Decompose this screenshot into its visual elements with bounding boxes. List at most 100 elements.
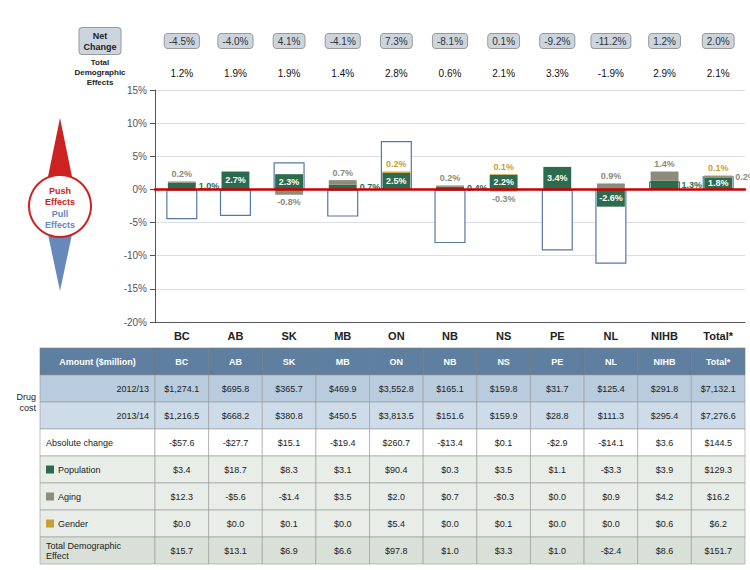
svg-text:2.8%: 2.8% bbox=[385, 68, 408, 79]
svg-text:$668.2: $668.2 bbox=[222, 411, 250, 421]
svg-text:$3.5: $3.5 bbox=[495, 465, 513, 475]
svg-text:$0.0: $0.0 bbox=[602, 519, 620, 529]
svg-text:1.8%: 1.8% bbox=[708, 178, 729, 188]
svg-text:$18.7: $18.7 bbox=[224, 465, 247, 475]
svg-text:-1.9%: -1.9% bbox=[598, 68, 624, 79]
svg-text:1.9%: 1.9% bbox=[278, 68, 301, 79]
svg-text:AB: AB bbox=[229, 357, 242, 367]
svg-text:$0.7: $0.7 bbox=[441, 492, 459, 502]
svg-text:$0.0: $0.0 bbox=[334, 519, 352, 529]
svg-text:$3.6: $3.6 bbox=[656, 438, 674, 448]
svg-text:2.7%: 2.7% bbox=[225, 175, 246, 185]
svg-text:-$19.4: -$19.4 bbox=[330, 438, 356, 448]
svg-text:Change: Change bbox=[83, 42, 116, 52]
svg-text:$151.6: $151.6 bbox=[436, 411, 464, 421]
svg-text:$4.2: $4.2 bbox=[656, 492, 674, 502]
svg-text:-$13.4: -$13.4 bbox=[437, 438, 463, 448]
svg-text:MB: MB bbox=[334, 330, 351, 342]
svg-text:Demographic: Demographic bbox=[74, 68, 126, 77]
svg-text:$3.3: $3.3 bbox=[495, 546, 513, 556]
svg-text:$125.4: $125.4 bbox=[597, 384, 625, 394]
svg-text:Effects: Effects bbox=[45, 197, 75, 207]
svg-text:$2.0: $2.0 bbox=[388, 492, 406, 502]
svg-text:$3.9: $3.9 bbox=[656, 465, 674, 475]
svg-text:Total*: Total* bbox=[706, 357, 731, 367]
svg-text:$0.9: $0.9 bbox=[602, 492, 620, 502]
svg-text:$12.3: $12.3 bbox=[171, 492, 194, 502]
svg-text:4.1%: 4.1% bbox=[278, 36, 301, 47]
svg-text:$144.5: $144.5 bbox=[704, 438, 732, 448]
svg-text:-4.1%: -4.1% bbox=[330, 36, 356, 47]
svg-text:0%: 0% bbox=[133, 184, 148, 195]
svg-text:2.2%: 2.2% bbox=[493, 177, 514, 187]
svg-text:2.3%: 2.3% bbox=[279, 177, 300, 187]
svg-text:$90.4: $90.4 bbox=[385, 465, 408, 475]
svg-text:0.4%: 0.4% bbox=[467, 183, 488, 193]
svg-text:2.1%: 2.1% bbox=[492, 68, 515, 79]
svg-text:$3.5: $3.5 bbox=[334, 492, 352, 502]
svg-text:NL: NL bbox=[605, 357, 617, 367]
svg-text:2013/14: 2013/14 bbox=[116, 411, 149, 421]
svg-text:$1.0: $1.0 bbox=[441, 546, 459, 556]
svg-text:$97.8: $97.8 bbox=[385, 546, 408, 556]
svg-text:NIHB: NIHB bbox=[654, 357, 676, 367]
svg-text:0.6%: 0.6% bbox=[439, 68, 462, 79]
svg-text:Population: Population bbox=[58, 465, 101, 475]
svg-text:0.2%: 0.2% bbox=[386, 159, 407, 169]
svg-text:$129.3: $129.3 bbox=[704, 465, 732, 475]
svg-text:$165.1: $165.1 bbox=[436, 384, 464, 394]
svg-text:-$14.1: -$14.1 bbox=[598, 438, 624, 448]
svg-text:$260.7: $260.7 bbox=[383, 438, 411, 448]
svg-text:PE: PE bbox=[551, 357, 563, 367]
svg-text:ON: ON bbox=[390, 357, 404, 367]
svg-text:Effect: Effect bbox=[46, 551, 69, 561]
svg-text:Total: Total bbox=[91, 58, 110, 67]
svg-text:$291.8: $291.8 bbox=[651, 384, 679, 394]
svg-text:7.3%: 7.3% bbox=[385, 36, 408, 47]
svg-text:-11.2%: -11.2% bbox=[595, 36, 626, 47]
svg-text:Effects: Effects bbox=[87, 78, 114, 87]
svg-text:$15.7: $15.7 bbox=[171, 546, 194, 556]
svg-text:-15%: -15% bbox=[124, 283, 147, 294]
svg-text:-$3.3: -$3.3 bbox=[601, 465, 622, 475]
svg-text:$6.9: $6.9 bbox=[280, 546, 298, 556]
svg-text:$0.3: $0.3 bbox=[441, 465, 459, 475]
svg-text:NL: NL bbox=[604, 330, 619, 342]
svg-text:NB: NB bbox=[444, 357, 457, 367]
svg-text:$469.9: $469.9 bbox=[329, 384, 357, 394]
svg-text:-0.3%: -0.3% bbox=[492, 194, 516, 204]
svg-text:$28.8: $28.8 bbox=[546, 411, 569, 421]
svg-text:$0.6: $0.6 bbox=[656, 519, 674, 529]
svg-text:$3,552.8: $3,552.8 bbox=[379, 384, 414, 394]
svg-text:NS: NS bbox=[497, 357, 510, 367]
svg-text:$159.9: $159.9 bbox=[490, 411, 518, 421]
svg-text:$151.7: $151.7 bbox=[704, 546, 732, 556]
svg-text:-2.6%: -2.6% bbox=[599, 193, 623, 203]
svg-text:0.1%: 0.1% bbox=[493, 162, 514, 172]
svg-text:NS: NS bbox=[496, 330, 511, 342]
svg-text:$6.6: $6.6 bbox=[334, 546, 352, 556]
svg-text:3.4%: 3.4% bbox=[547, 173, 568, 183]
svg-text:$7,132.1: $7,132.1 bbox=[701, 384, 736, 394]
svg-text:Total*: Total* bbox=[703, 330, 733, 342]
svg-text:$450.5: $450.5 bbox=[329, 411, 357, 421]
svg-text:15%: 15% bbox=[127, 85, 147, 96]
svg-text:$8.3: $8.3 bbox=[280, 465, 298, 475]
svg-text:1.2%: 1.2% bbox=[170, 68, 193, 79]
svg-text:$0.1: $0.1 bbox=[495, 519, 513, 529]
svg-text:Pull: Pull bbox=[52, 209, 69, 219]
svg-text:0.1%: 0.1% bbox=[708, 163, 729, 173]
svg-text:$31.7: $31.7 bbox=[546, 384, 569, 394]
svg-text:cost: cost bbox=[19, 403, 36, 413]
svg-text:0.2%: 0.2% bbox=[172, 169, 193, 179]
svg-text:Drug: Drug bbox=[16, 392, 36, 402]
svg-text:PE: PE bbox=[550, 330, 565, 342]
svg-text:0.7%: 0.7% bbox=[332, 168, 353, 178]
svg-text:$5.4: $5.4 bbox=[388, 519, 406, 529]
svg-text:0.1%: 0.1% bbox=[492, 36, 515, 47]
svg-text:-$5.6: -$5.6 bbox=[225, 492, 246, 502]
svg-text:2.1%: 2.1% bbox=[707, 68, 730, 79]
svg-text:$111.3: $111.3 bbox=[598, 411, 624, 421]
svg-text:$0.0: $0.0 bbox=[227, 519, 245, 529]
svg-text:AB: AB bbox=[228, 330, 244, 342]
